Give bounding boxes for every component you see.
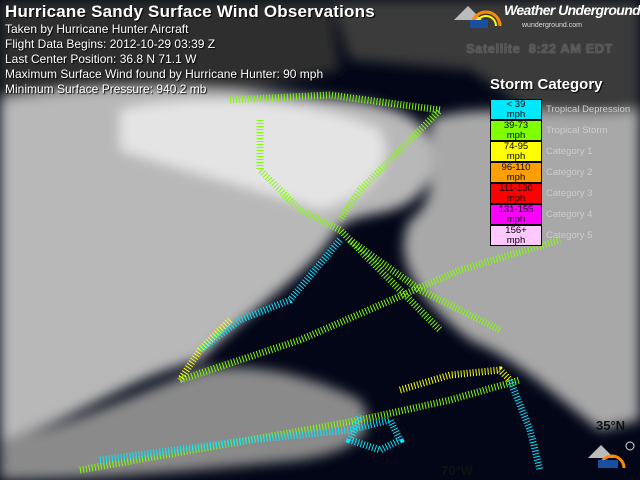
legend-label: Tropical Depression: [546, 104, 631, 115]
legend-item: 74-95 mph Category 1: [490, 141, 630, 162]
wind-track-6: [177, 317, 233, 382]
info-line: Last Center Position: 36.8 N 71.1 W: [5, 52, 197, 66]
legend-swatch: 74-95 mph: [490, 141, 542, 162]
legend-item: < 39 mph Tropical Depression: [490, 99, 630, 120]
legend-label: Category 3: [546, 188, 593, 199]
storm-category-legend: < 39 mph Tropical Depression 39-73 mph Tropic…: [490, 99, 630, 246]
legend-unit: mph: [506, 171, 526, 183]
info-line: Maximum Surface Wind found by Hurricane …: [5, 67, 324, 81]
legend-item: 96-110 mph Category 2: [490, 162, 630, 183]
legend-swatch: 156+ mph: [490, 225, 542, 246]
legend-range: 96-110: [501, 161, 531, 173]
legend-label: Category 1: [546, 146, 593, 157]
legend-range: 156+: [505, 224, 527, 236]
legend-unit: mph: [506, 129, 526, 141]
legend-unit: mph: [506, 234, 526, 246]
wind-track-10: [398, 366, 513, 394]
legend-label: Category 4: [546, 209, 593, 220]
cloud-rainbow-icon: [454, 6, 502, 28]
legend-swatch: 39-73 mph: [490, 120, 542, 141]
wind-track-9: [506, 378, 544, 471]
legend-label: Category 2: [546, 167, 593, 178]
legend-item: 111-130 mph Category 3: [490, 183, 630, 204]
legend-unit: mph: [506, 108, 526, 120]
legend-label: Tropical Storm: [546, 125, 608, 136]
legend-range: < 39: [506, 98, 526, 110]
legend-item: 39-73 mph Tropical Storm: [490, 120, 630, 141]
legend-unit: mph: [506, 150, 526, 162]
info-line: Taken by Hurricane Hunter Aircraft: [5, 22, 189, 36]
latitude-label: 35°N: [596, 418, 626, 433]
info-line: Flight Data Begins: 2012-10-29 03:39 Z: [5, 37, 216, 51]
map-title: Hurricane Sandy Surface Wind Observation…: [5, 2, 375, 21]
satellite-timestamp: Satellite 8:22 AM EDT: [466, 41, 614, 56]
weather-underground-corner-logo: [588, 441, 635, 469]
wind-track-5: [197, 237, 343, 353]
legend-range: 111-130: [499, 182, 533, 194]
legend-swatch: 96-110 mph: [490, 162, 542, 183]
legend-item: 131-155 mph Category 4: [490, 204, 630, 225]
legend-label: Category 5: [546, 230, 593, 241]
legend-unit: mph: [506, 213, 526, 225]
wind-track-4: [178, 236, 562, 384]
wind-track-1: [229, 91, 448, 222]
legend-title: Storm Category: [490, 76, 603, 93]
header: Hurricane Sandy Surface Wind Observation…: [5, 2, 375, 97]
legend-range: 39-73: [503, 119, 529, 131]
wind-track-8: [99, 413, 405, 464]
legend-range: 74-95: [503, 140, 529, 152]
legend-swatch: 111-130 mph: [490, 183, 542, 204]
legend-swatch: 131-155 mph: [490, 204, 542, 225]
legend-item: 156+ mph Category 5: [490, 225, 630, 246]
legend-swatch: < 39 mph: [490, 99, 542, 120]
legend-range: 131-155: [498, 203, 534, 215]
wind-tracks: [79, 91, 562, 474]
info-line: Minimum Surface Pressure: 940.2 mb: [5, 82, 207, 96]
longitude-label: 70°W: [441, 463, 473, 478]
weather-underground-logo[interactable]: Weather Underground wunderground.com: [452, 2, 640, 32]
legend-unit: mph: [506, 192, 526, 204]
